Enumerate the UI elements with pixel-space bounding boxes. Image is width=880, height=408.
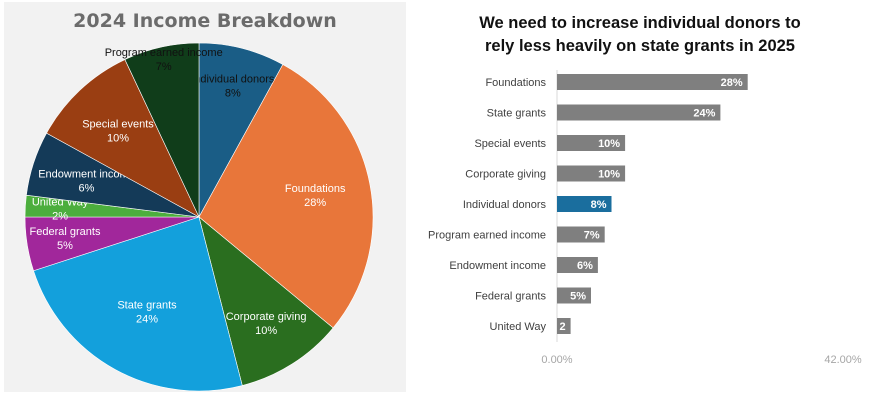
pie-slice-value-united-way: 2% [52,210,68,222]
pie-slice-value-endowment-income: 6% [79,182,95,194]
bar-value-label-state-grants: 24% [693,108,715,120]
bar-category-label-corporate-giving: Corporate giving [465,169,546,181]
pie-slice-label-program-earned-income: Program earned income [105,47,223,59]
pie-chart: Individual donors 8% Foundations 28% Corpora… [24,42,374,392]
bar-category-label-endowment-income: Endowment income [449,260,546,272]
pie-slice-label-special-events: Special events [82,119,154,131]
bar-endowment-income [557,257,598,273]
bar-united-way [557,318,571,334]
pie-slice-label-state-grants: State grants [117,300,177,312]
pie-slice-value-program-earned-income: 7% [156,61,172,73]
bar-x-tick-label-1: 42.00% [824,354,862,366]
bar-value-label-foundations: 28% [721,77,743,89]
bar-foundations [557,74,748,90]
bar-corporate-giving [557,165,626,182]
pie-chart-title: 2024 Income Breakdown [73,10,337,32]
bar-chart-title-line-1: We need to increase individual donors to [479,14,801,32]
pie-slice-label-federal-grants: Federal grants [30,226,101,238]
pie-slice-value-foundations: 28% [304,197,326,209]
pie-slice-special-events [46,59,200,218]
bar-category-label-state-grants: State grants [487,108,547,120]
pie-slice-program-earned-income [124,42,200,218]
bar-category-label-foundations: Foundations [485,77,546,89]
bar-value-label-individual-donors: 8% [591,199,607,211]
bar-value-label-united-way: 2 [559,321,565,333]
pie-slice-label-individual-donors: Individual donors [191,74,275,86]
bar-value-label-endowment-income: 6% [577,260,593,272]
bar-individual-donors [557,196,612,212]
pie-slice-corporate-giving [198,216,334,386]
pie-chart-panel: Individual donors 8% Foundations 28% Corpora… [4,2,406,392]
bar-value-label-program-earned-income: 7% [584,230,600,242]
pie-slice-foundations [198,64,374,329]
bar-category-label-program-earned-income: Program earned income [428,230,546,242]
bar-chart-title: We need to increase individual donors to… [410,12,870,58]
pie-slice-value-state-grants: 24% [136,314,158,326]
pie-slice-value-federal-grants: 5% [57,240,73,252]
bar-special-events [557,135,626,151]
pie-slice-label-endowment-income: Endowment income [38,168,135,180]
bar-value-label-corporate-giving: 10% [598,169,620,181]
pie-slice-label-foundations: Foundations [285,183,346,195]
pie-slice-value-corporate-giving: 10% [255,325,277,337]
bar-chart-title-line-2: rely less heavily on state grants in 202… [485,37,795,55]
bar-x-tick-label-0: 0.00% [541,354,572,366]
pie-slice-value-special-events: 10% [107,133,129,145]
bar-chart: Foundations 28%State grants 24%Special eve… [428,70,862,366]
pie-slice-state-grants [33,216,243,392]
bar-category-label-special-events: Special events [474,138,546,150]
bar-chart-panel: We need to increase individual donors to… [410,0,880,408]
bar-federal-grants [557,287,591,304]
bar-state-grants [557,104,721,121]
pie-slice-value-individual-donors: 8% [225,88,241,100]
bar-value-label-federal-grants: 5% [570,291,586,303]
pie-slice-label-corporate-giving: Corporate giving [226,311,307,323]
bar-program-earned-income [557,226,605,243]
bar-category-label-united-way: United Way [490,321,547,333]
bar-category-label-federal-grants: Federal grants [475,291,546,303]
bar-value-label-special-events: 10% [598,138,620,150]
bar-category-label-individual-donors: Individual donors [463,199,547,211]
